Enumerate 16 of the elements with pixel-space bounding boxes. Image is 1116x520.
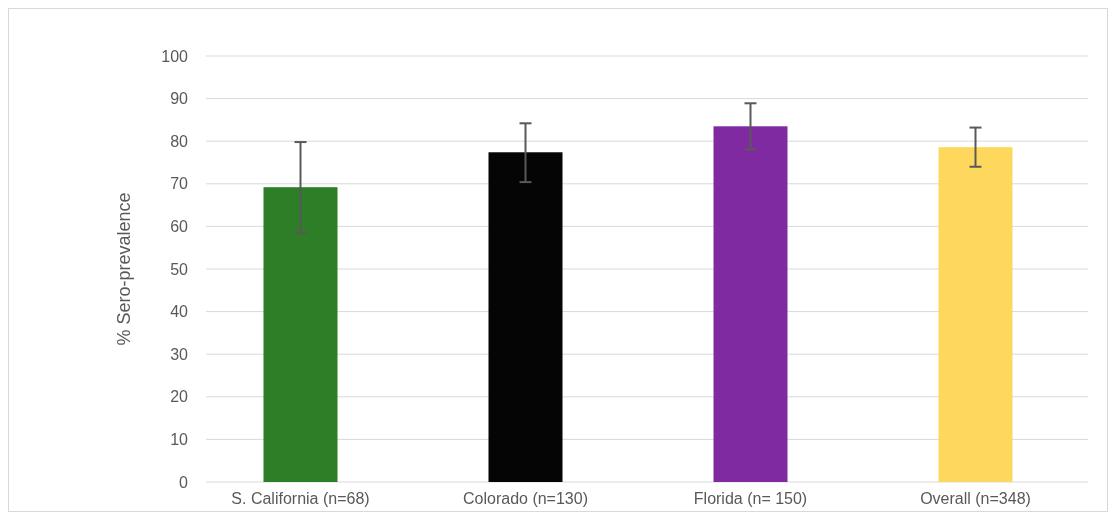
y-tick-label: 70 <box>170 175 189 193</box>
x-tick-label: Colorado (n=130) <box>463 490 588 507</box>
x-tick-label: Overall (n=348) <box>920 490 1031 507</box>
y-tick-label: 30 <box>170 345 189 363</box>
x-tick-label: S. California (n=68) <box>231 490 370 507</box>
y-tick-label: 20 <box>170 388 189 406</box>
y-tick-label: 90 <box>170 90 189 108</box>
y-tick-label: 10 <box>170 431 189 448</box>
y-tick-label: 60 <box>170 218 189 235</box>
y-tick-label: 100 <box>161 47 189 65</box>
y-tick-label: 50 <box>170 260 189 278</box>
x-tick-label: Florida (n= 150) <box>693 490 808 507</box>
y-tick-label: 40 <box>170 303 189 321</box>
y-axis-title: % Sero-prevalence <box>114 192 134 346</box>
y-tick-label: 80 <box>170 132 189 150</box>
y-tick-label: 0 <box>179 473 189 491</box>
